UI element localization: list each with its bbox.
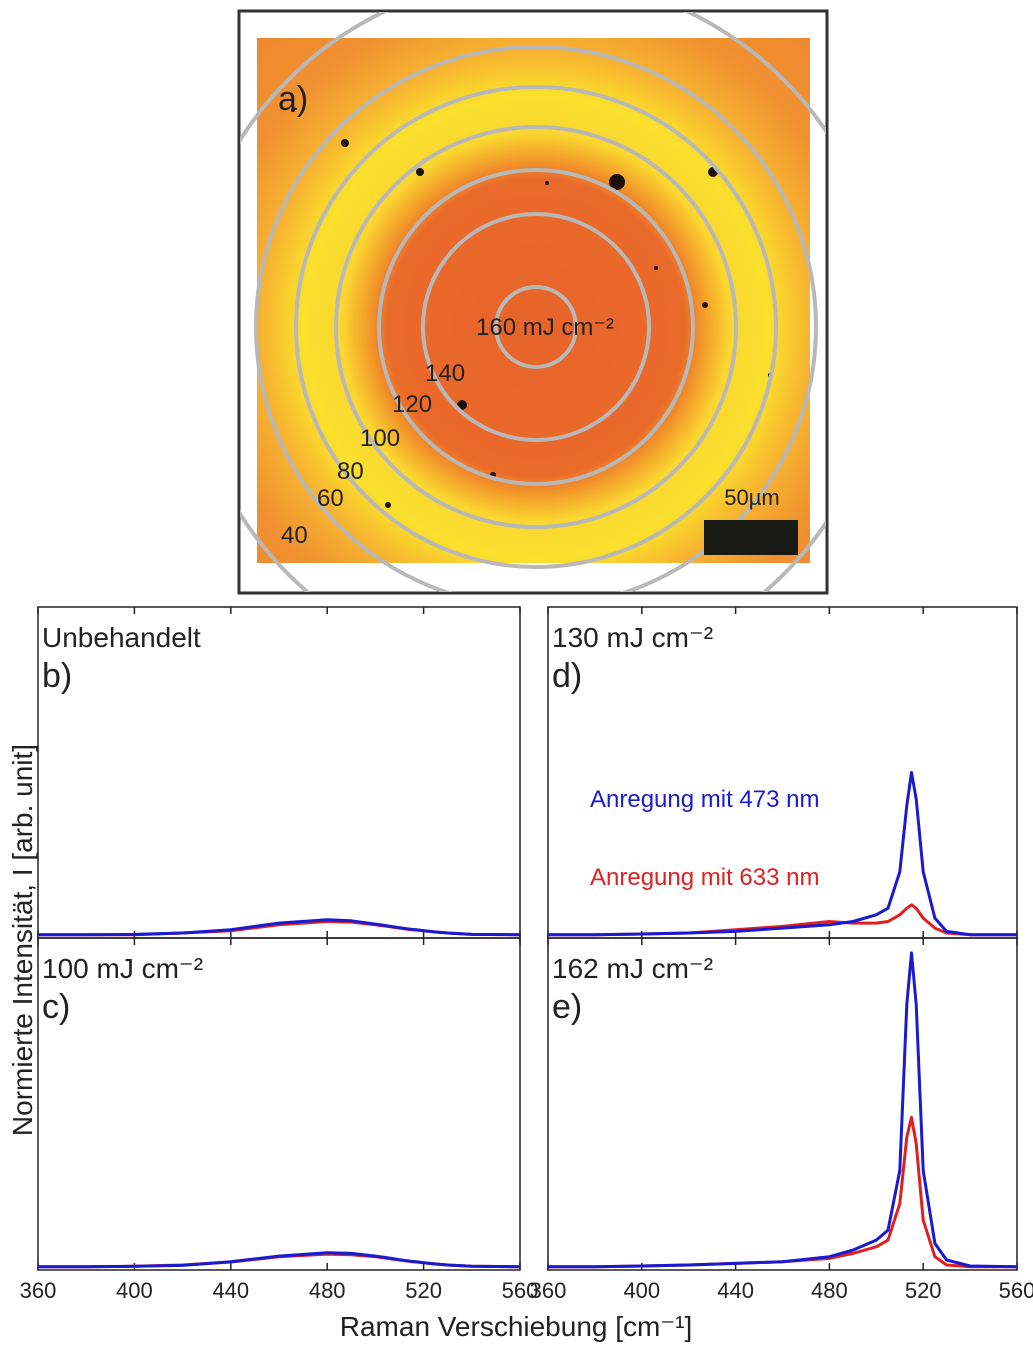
plot-frame <box>38 938 520 1270</box>
series-line <box>38 1253 520 1267</box>
x-tick-label: 440 <box>212 1278 249 1303</box>
x-tick-label: 480 <box>309 1278 346 1303</box>
x-tick-label: 400 <box>623 1278 660 1303</box>
ring-label: 160 mJ cm⁻² <box>476 314 614 341</box>
x-tick-label: 520 <box>405 1278 442 1303</box>
ring-label: 80 <box>337 458 364 485</box>
panel-title: 100 mJ cm⁻² <box>42 953 203 984</box>
x-tick-label: 520 <box>905 1278 942 1303</box>
x-tick-label: 440 <box>717 1278 754 1303</box>
panel-label: c) <box>42 988 70 1026</box>
series-line <box>548 953 1017 1267</box>
image-panel: 50µm a) 160 mJ cm⁻² 140 120 100 80 60 40 <box>186 0 886 677</box>
legend-label: Anregung mit 633 nm <box>590 864 819 891</box>
x-tick-label: 360 <box>20 1278 57 1303</box>
panel-title: 130 mJ cm⁻² <box>552 622 713 653</box>
scale-bar <box>704 520 798 555</box>
scale-bar-label: 50µm <box>724 485 779 510</box>
panel-label: a) <box>278 80 308 118</box>
ring-label: 120 <box>392 391 432 418</box>
figure: 50µm a) 160 mJ cm⁻² 140 120 100 80 60 40… <box>0 0 1033 1347</box>
x-tick-label: 480 <box>811 1278 848 1303</box>
panel-title: Unbehandelt <box>42 622 201 653</box>
series-line <box>38 920 520 935</box>
series-line <box>548 1117 1017 1266</box>
plot-frame <box>38 607 520 938</box>
ring-label: 40 <box>281 522 308 549</box>
ring-label: 100 <box>360 425 400 452</box>
ring-label: 140 <box>425 360 465 387</box>
x-tick-label: 360 <box>530 1278 567 1303</box>
panel-label: b) <box>42 657 72 695</box>
panel-label: e) <box>552 988 582 1026</box>
x-axis-label: Raman Verschiebung [cm⁻¹] <box>340 1311 693 1342</box>
plot-frame <box>548 938 1017 1270</box>
panel-title: 162 mJ cm⁻² <box>552 953 713 984</box>
panel-label: d) <box>552 657 582 695</box>
ring-label: 60 <box>317 485 344 512</box>
y-axis-label: Normierte Intensität, I [arb. unit] <box>7 744 38 1136</box>
legend-label: Anregung mit 473 nm <box>590 786 819 813</box>
x-tick-label: 560 <box>999 1278 1033 1303</box>
x-tick-label: 400 <box>116 1278 153 1303</box>
